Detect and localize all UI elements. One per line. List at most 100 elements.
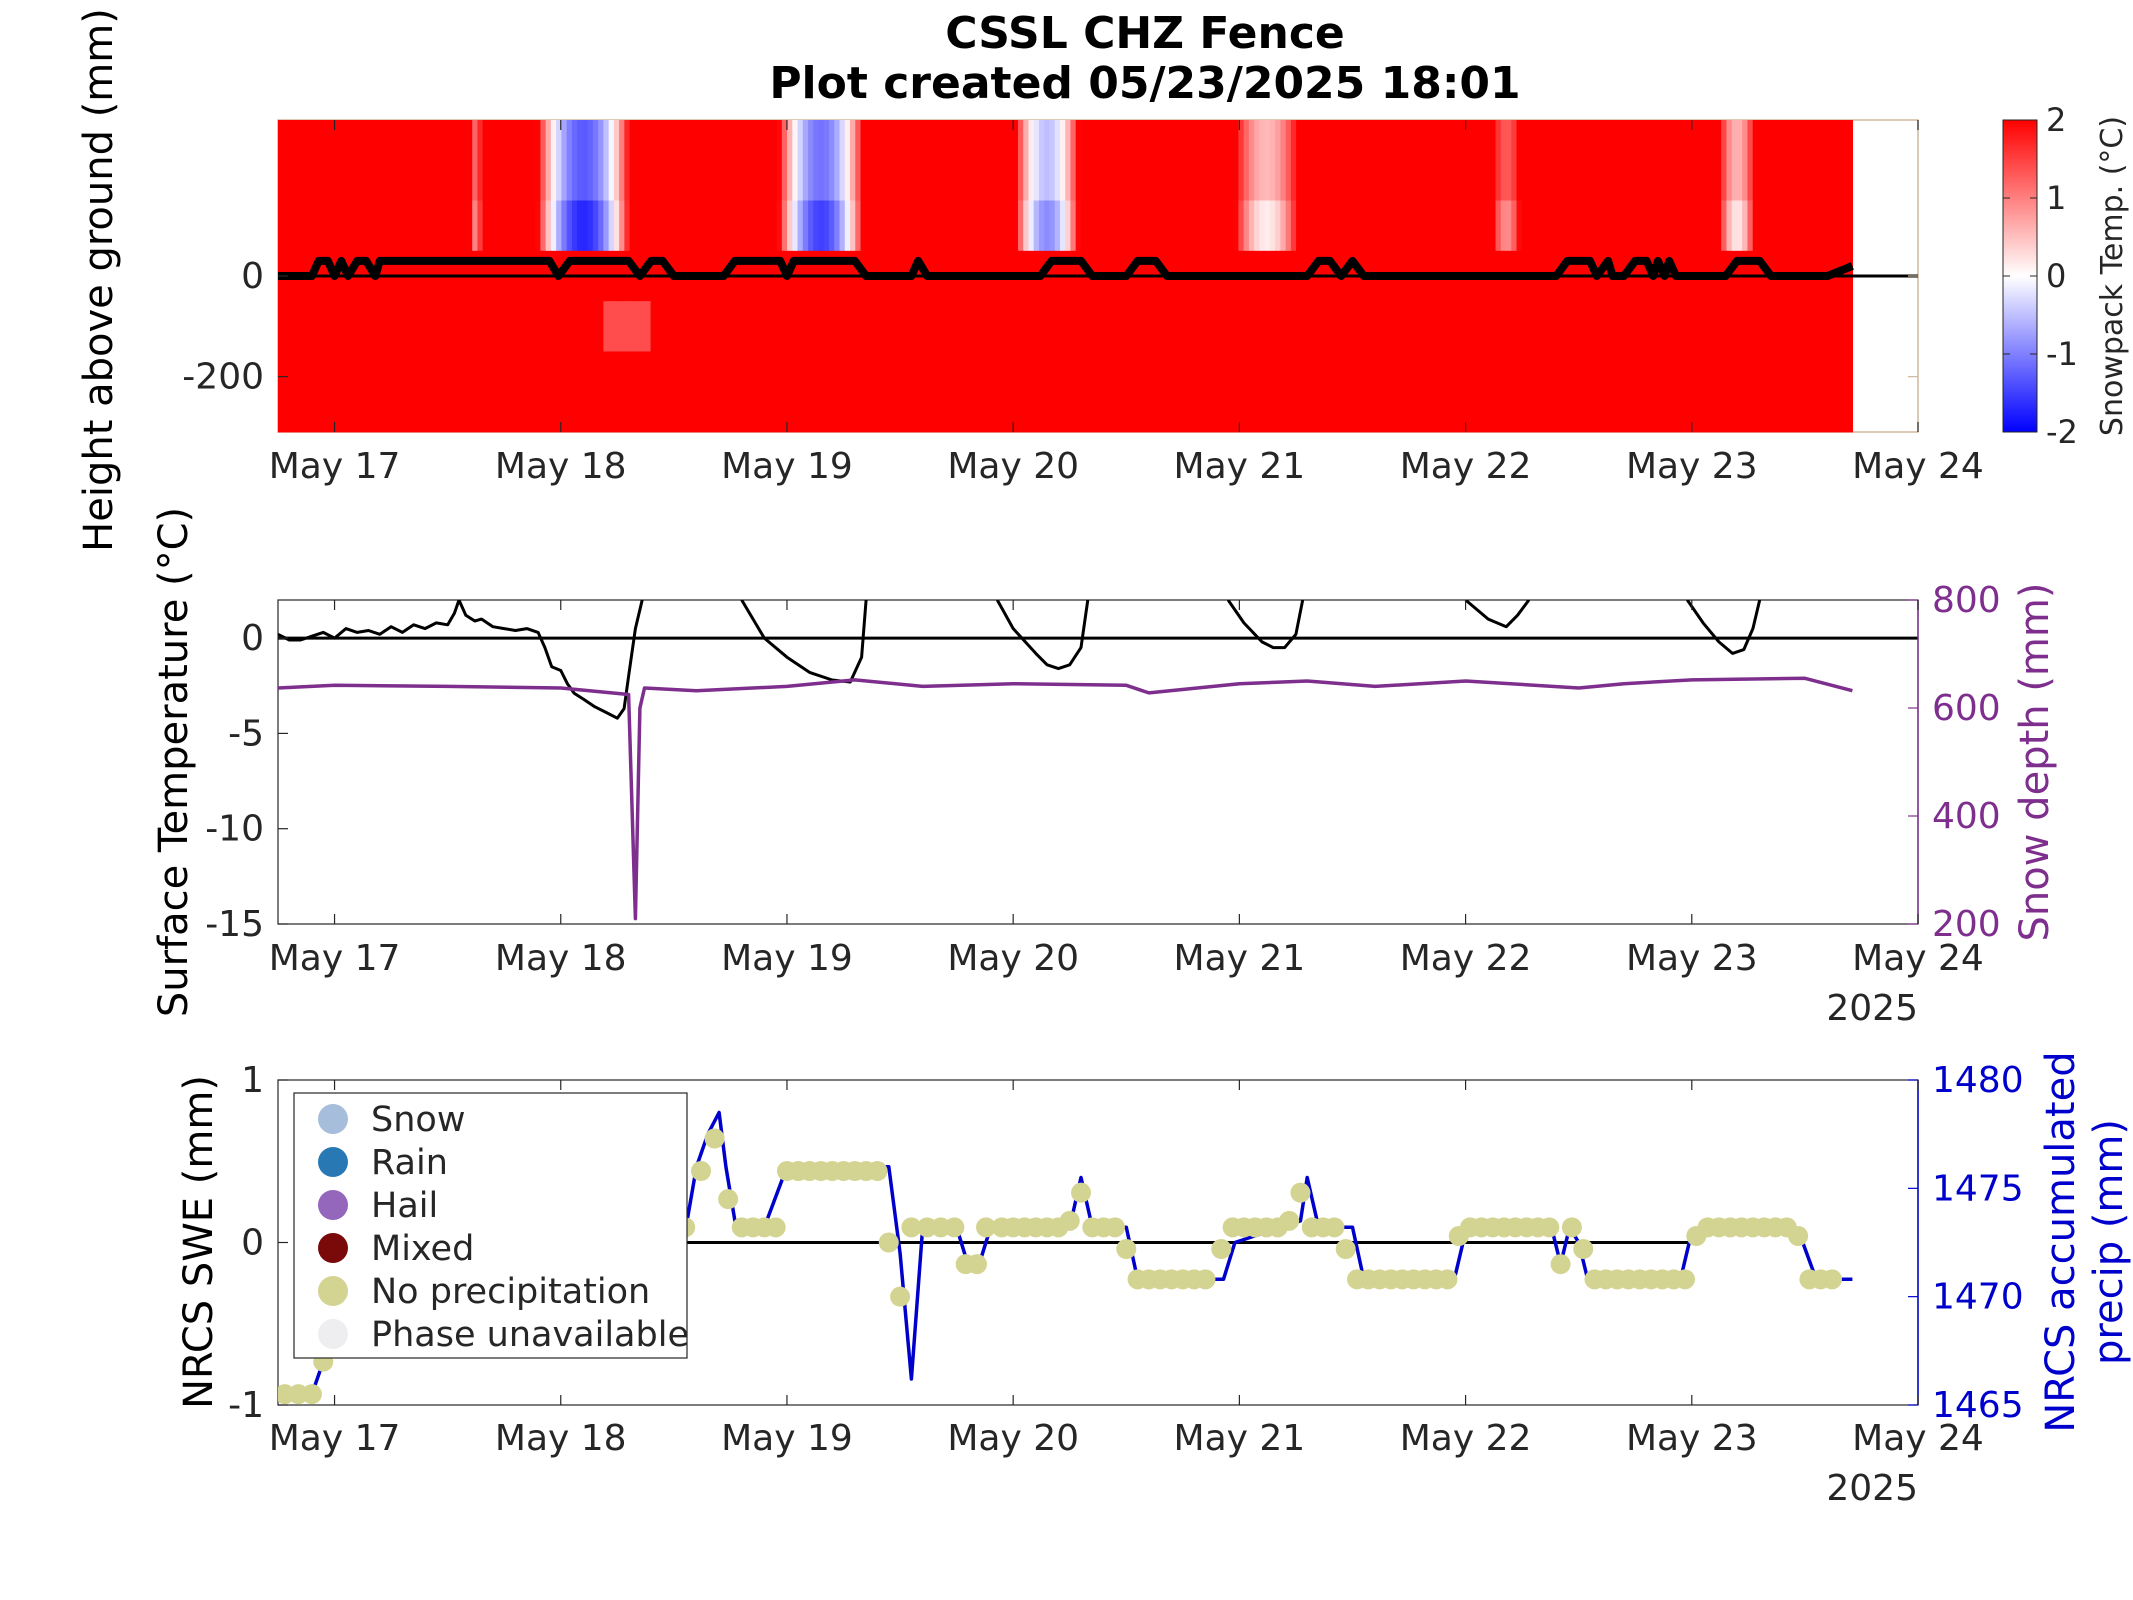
heatmap-cell <box>1600 301 1607 352</box>
heatmap-cell <box>1406 120 1413 201</box>
heatmap-cell <box>661 120 667 201</box>
heatmap-cell <box>687 200 694 252</box>
heatmap-cell <box>902 351 909 433</box>
heatmap-cell <box>587 200 594 252</box>
heatmap-cell <box>361 120 368 201</box>
heatmap-cell <box>1122 351 1129 433</box>
heatmap-cell <box>1437 351 1444 433</box>
heatmap-cell <box>1506 120 1512 201</box>
heatmap-cell <box>1422 120 1428 201</box>
heatmap-cell <box>1621 301 1628 352</box>
heatmap-cell <box>514 120 521 201</box>
heatmap-cell <box>697 200 704 252</box>
heatmap-cell <box>1044 120 1051 201</box>
x-tick-label: May 24 <box>1852 1418 1984 1459</box>
heatmap-cell <box>1343 200 1350 252</box>
heatmap-cell <box>692 120 699 201</box>
heatmap-cell <box>472 351 479 433</box>
heatmap-cell <box>928 301 935 352</box>
heatmap-cell <box>781 351 788 433</box>
heatmap-cell <box>535 120 541 201</box>
heatmap-cell <box>393 301 400 352</box>
x-tick-label: May 22 <box>1400 938 1532 979</box>
heatmap-cell <box>1726 200 1733 252</box>
heatmap-cell <box>451 301 458 352</box>
heatmap-cell <box>403 301 410 352</box>
heatmap-cell <box>456 200 463 252</box>
heatmap-cell <box>1626 351 1633 433</box>
nrcs-precip-axis-label-line1: NRCS accumulated <box>2038 1051 2084 1432</box>
heatmap-cell <box>1448 351 1455 433</box>
heatmap-cell <box>1164 200 1171 252</box>
heatmap-cell <box>524 301 531 352</box>
heatmap-cell <box>787 351 793 433</box>
heatmap-cell <box>561 120 568 201</box>
heatmap-cell <box>1264 301 1271 352</box>
x-tick-label: May 24 <box>1852 446 1984 487</box>
heatmap-cell <box>687 120 694 201</box>
heatmap-cell <box>1191 351 1197 433</box>
heatmap-cell <box>1390 351 1397 433</box>
heatmap-cell <box>797 351 804 433</box>
heatmap-cell <box>1311 301 1318 352</box>
heatmap-cell <box>1521 301 1528 352</box>
heatmap-cell <box>577 200 583 252</box>
heatmap-cell <box>1658 120 1665 201</box>
heatmap-cell <box>613 200 620 252</box>
heatmap-cell <box>703 120 709 201</box>
heatmap-cell <box>1317 351 1323 433</box>
heatmap-cell <box>1548 351 1554 433</box>
heatmap-cell <box>724 120 730 201</box>
x-tick-label: May 18 <box>495 446 627 487</box>
heatmap-cell <box>1673 120 1680 201</box>
heatmap-cell <box>1715 200 1722 252</box>
heatmap-cell <box>1810 200 1817 252</box>
heatmap-cell <box>592 301 599 352</box>
x-tick-label: May 19 <box>721 938 853 979</box>
heatmap-cell <box>865 301 872 352</box>
heatmap-cell <box>1668 200 1675 252</box>
heatmap-cell <box>1736 301 1743 352</box>
heatmap-cell <box>1080 351 1087 433</box>
heatmap-cell <box>304 200 311 252</box>
heatmap-cell <box>850 301 856 352</box>
heatmap-cell <box>897 120 904 201</box>
heatmap-cell <box>283 301 290 352</box>
heatmap-cell <box>556 301 562 352</box>
heatmap-cell <box>650 351 657 433</box>
heatmap-cell <box>913 200 919 252</box>
heatmap-cell <box>393 200 400 252</box>
x-tick-label: May 19 <box>721 1418 853 1459</box>
heatmap-cell <box>1458 120 1465 201</box>
heatmap-cell <box>1401 120 1407 201</box>
heatmap-cell <box>325 120 332 201</box>
heatmap-cell <box>1789 200 1796 252</box>
heatmap-cell <box>1768 301 1775 352</box>
heatmap-cell <box>1332 200 1339 252</box>
heatmap-cell <box>1464 200 1470 252</box>
heatmap-cell <box>1191 301 1197 352</box>
heatmap-cell <box>435 301 442 352</box>
heatmap-cell <box>1841 301 1848 352</box>
heatmap-cell <box>865 120 872 201</box>
heatmap-cell <box>498 200 505 252</box>
heatmap-cell <box>944 351 951 433</box>
heatmap-cell <box>1217 120 1224 201</box>
heatmap-cell <box>802 301 809 352</box>
heatmap-cell <box>1107 301 1114 352</box>
heatmap-cell <box>1243 200 1250 252</box>
heatmap-cell <box>1201 200 1208 252</box>
heatmap-cell <box>1317 301 1323 352</box>
heatmap-cell <box>750 120 757 201</box>
heatmap-cell <box>1411 120 1418 201</box>
heatmap-cell <box>1264 120 1271 201</box>
heatmap-cell <box>403 351 410 433</box>
heatmap-cell <box>1007 200 1014 252</box>
heatmap-cell <box>818 351 825 433</box>
heatmap-cell <box>1301 301 1308 352</box>
heatmap-cell <box>1427 301 1434 352</box>
heatmap-cell <box>477 301 484 352</box>
heatmap-cell <box>1427 200 1434 252</box>
heatmap-cell <box>1778 120 1785 201</box>
heatmap-cell <box>613 301 620 352</box>
